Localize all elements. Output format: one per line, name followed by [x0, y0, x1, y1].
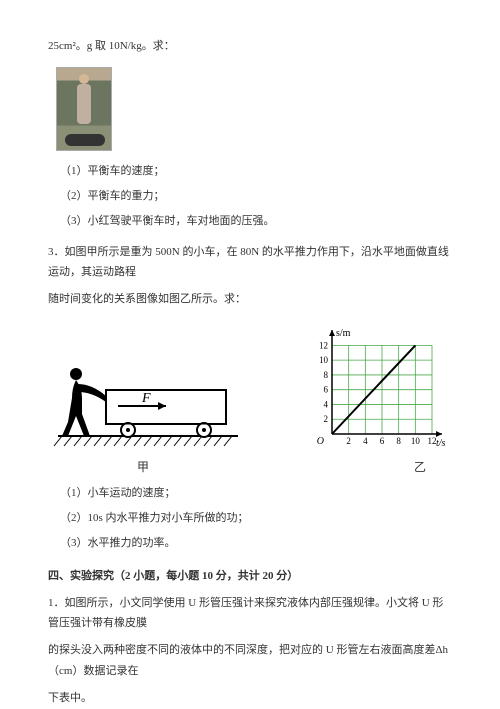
cart-diagram: F	[48, 354, 238, 454]
q3-sub3: （3）水平推力的功率。	[60, 533, 452, 554]
q4-line2: 的探头没入两种密度不同的液体中的不同深度，把对应的 U 形管左右液面高度差Δh（…	[48, 640, 452, 682]
svg-text:10: 10	[411, 436, 421, 446]
svg-text:s/m: s/m	[336, 328, 351, 339]
header-line: 25cm²。g 取 10N/kg。求：	[48, 36, 452, 57]
q4-line3: 下表中。	[48, 688, 452, 709]
svg-text:4: 4	[324, 400, 329, 410]
svg-text:4: 4	[363, 436, 368, 446]
figure-jia-label: 甲	[48, 456, 238, 479]
section-4-heading: 四、实验探究（2 小题，每小题 10 分，共计 20 分）	[48, 566, 452, 587]
q4-line1: 1．如图所示，小文同学使用 U 形管压强计来探究液体内部压强规律。小文将 U 形…	[48, 593, 452, 635]
svg-text:10: 10	[319, 355, 329, 365]
q3-intro-b: 随时间变化的关系图像如图乙所示。求：	[48, 289, 452, 310]
svg-text:O: O	[317, 436, 324, 447]
svg-text:6: 6	[324, 385, 329, 395]
q3-sub2: （2）10s 内水平推力对小车所做的功；	[60, 508, 452, 529]
svg-text:8: 8	[396, 436, 401, 446]
figures-row: F 甲 2468101224681012Os/mt/s 乙	[48, 324, 452, 479]
balance-car-image	[56, 67, 452, 151]
svg-text:6: 6	[380, 436, 385, 446]
svg-text:12: 12	[319, 341, 328, 351]
figure-yi-box: 2468101224681012Os/mt/s 乙	[302, 324, 452, 479]
q3-intro-a: 3．如图甲所示是重为 500N 的小车，在 80N 的水平推力作用下，沿水平地面…	[48, 242, 452, 284]
svg-text:t/s: t/s	[436, 438, 446, 449]
q2-sub2: （2）平衡车的重力；	[60, 186, 452, 207]
svg-text:2: 2	[324, 414, 329, 424]
q2-sub1: （1）平衡车的速度；	[60, 161, 452, 182]
graph-diagram: 2468101224681012Os/mt/s	[302, 324, 452, 454]
svg-text:2: 2	[346, 436, 351, 446]
q2-sub3: （3）小红驾驶平衡车时，车对地面的压强。	[60, 211, 452, 232]
figure-jia-box: F 甲	[48, 354, 238, 479]
q3-sub1: （1）小车运动的速度；	[60, 483, 452, 504]
figure-yi-label: 乙	[302, 456, 452, 479]
force-label: F	[141, 391, 151, 406]
svg-text:8: 8	[324, 370, 329, 380]
